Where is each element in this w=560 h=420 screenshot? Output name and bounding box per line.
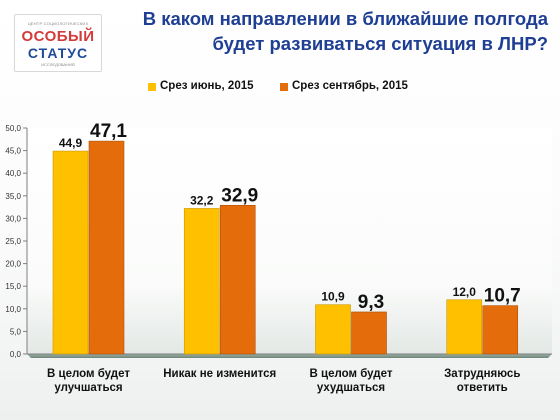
data-label: 32,9 <box>221 185 258 206</box>
data-label: 10,9 <box>321 290 345 304</box>
x-category-label: ухудшаться <box>317 382 385 394</box>
logo-bottom-text: ИССЛЕДОВАНИЙ <box>41 62 75 67</box>
bar-june <box>183 208 220 355</box>
y-tick-label: 40,0 <box>5 169 21 178</box>
logo-word-1: ОСОБЫЙ <box>21 28 95 45</box>
y-tick-label: 20,0 <box>5 260 21 269</box>
y-tick-label: 35,0 <box>5 192 21 201</box>
legend-label-september: Срез сентябрь, 2015 <box>292 80 408 92</box>
y-tick-label: 5,0 <box>10 327 22 336</box>
chart-title: В каком направлении в ближайшие полгода … <box>108 6 548 56</box>
bar-june <box>446 299 483 355</box>
legend-swatch-september <box>280 83 288 91</box>
legend-item-june: Срез июнь, 2015 <box>148 80 254 92</box>
x-category-label: улучшаться <box>54 382 122 394</box>
chart-title-line-2: будет развиваться ситуация в ЛНР? <box>212 33 548 54</box>
y-tick-label: 15,0 <box>5 282 21 291</box>
bar-june <box>52 150 89 355</box>
bar-september <box>88 140 125 355</box>
x-category-label: Никак не изменится <box>163 368 276 380</box>
legend-item-september: Срез сентябрь, 2015 <box>280 80 408 92</box>
plot-floor <box>27 354 552 358</box>
bar-september <box>482 305 519 355</box>
x-category-label: ответить <box>457 382 508 394</box>
data-label: 47,1 <box>90 121 127 142</box>
bar-june <box>315 304 351 355</box>
logo-word-2: СТАТУС <box>27 45 89 61</box>
data-label: 12,0 <box>453 285 477 299</box>
bar-september <box>351 311 387 355</box>
y-tick-label: 10,0 <box>5 305 21 314</box>
data-label: 44,9 <box>59 136 83 150</box>
logo: ЦЕНТР СОЦИОЛОГИЧЕСКИХ ОСОБЫЙ СТАТУС ИССЛ… <box>14 14 102 72</box>
data-label: 10,7 <box>484 286 521 307</box>
y-tick-label: 30,0 <box>5 214 21 223</box>
y-tick-label: 25,0 <box>5 237 21 246</box>
bar-september <box>219 204 256 355</box>
data-label: 32,2 <box>190 193 214 207</box>
y-tick-label: 45,0 <box>5 147 21 156</box>
legend-label-june: Срез июнь, 2015 <box>160 80 254 92</box>
x-category-label: В целом будет <box>47 368 130 380</box>
legend-swatch-june <box>148 83 156 91</box>
y-tick-label: 50,0 <box>5 124 21 133</box>
logo-top-text: ЦЕНТР СОЦИОЛОГИЧЕСКИХ <box>27 21 89 26</box>
x-category-label: Затрудняюсь <box>444 368 520 380</box>
y-tick-label: 0,0 <box>10 350 22 359</box>
x-category-label: В целом будет <box>310 368 393 380</box>
data-label: 9,3 <box>358 292 384 313</box>
chart-title-line-1: В каком направлении в ближайшие полгода <box>142 8 548 29</box>
